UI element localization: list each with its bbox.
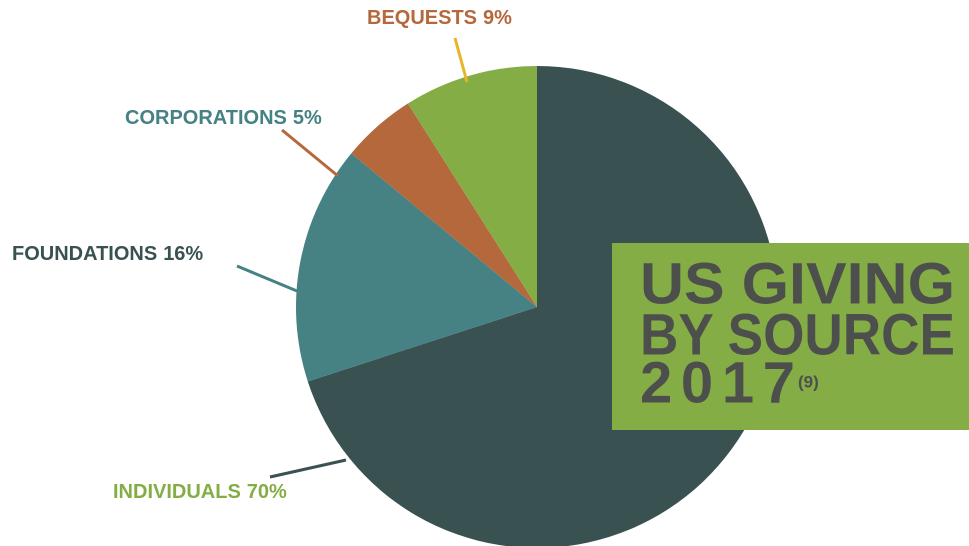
leader-line (281, 128, 339, 178)
label-name: FOUNDATIONS (12, 243, 157, 265)
label-value: 70% (247, 481, 287, 503)
chart-title: US GIVING (640, 251, 955, 316)
label-value: 5% (293, 107, 322, 129)
leader-line (269, 458, 347, 479)
leader-line (453, 37, 469, 83)
pie-slice (351, 103, 537, 307)
label-name: CORPORATIONS (125, 107, 287, 129)
data-label: FOUNDATIONS 16% (12, 243, 203, 265)
label-value: 9% (483, 7, 512, 29)
pie-slice (407, 66, 537, 307)
title-box (612, 243, 969, 430)
label-name: BEQUESTS (367, 7, 477, 29)
label-name: INDIVIDUALS (113, 481, 241, 503)
data-label: BEQUESTS 9% (367, 7, 512, 29)
pie-slice (295, 153, 537, 382)
leader-line (236, 264, 298, 293)
data-label: INDIVIDUALS 70% (113, 481, 287, 503)
data-label: CORPORATIONS 5% (125, 107, 322, 129)
footnote: (9) (798, 372, 819, 391)
chart-title: BY SOURCE (640, 302, 955, 367)
label-value: 16% (163, 243, 203, 265)
